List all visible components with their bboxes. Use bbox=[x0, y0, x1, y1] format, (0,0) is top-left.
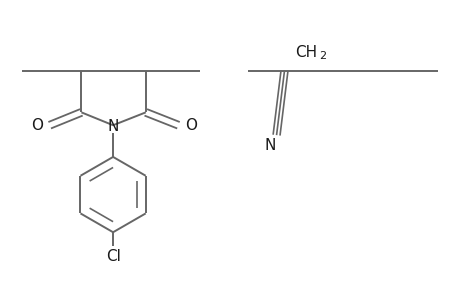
Text: N: N bbox=[264, 137, 276, 152]
Text: O: O bbox=[185, 118, 197, 133]
Text: N: N bbox=[107, 119, 118, 134]
Text: O: O bbox=[31, 118, 43, 133]
Text: 2: 2 bbox=[319, 51, 326, 61]
Text: Cl: Cl bbox=[106, 248, 120, 263]
Text: CH: CH bbox=[294, 45, 317, 60]
